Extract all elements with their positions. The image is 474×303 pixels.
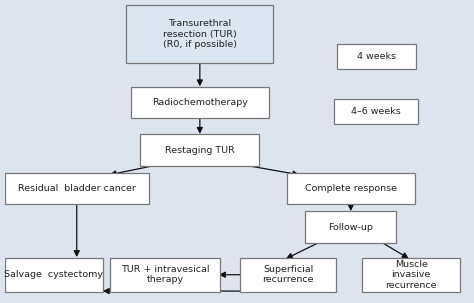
FancyBboxPatch shape [110, 258, 220, 292]
Text: Transurethral
resection (TUR)
(R0, if possible): Transurethral resection (TUR) (R0, if po… [163, 19, 237, 49]
FancyBboxPatch shape [5, 173, 149, 204]
FancyBboxPatch shape [334, 99, 419, 124]
FancyBboxPatch shape [5, 258, 102, 292]
Text: 4 weeks: 4 weeks [357, 52, 396, 61]
Text: Salvage  cystectomy: Salvage cystectomy [4, 270, 103, 279]
Text: Restaging TUR: Restaging TUR [165, 145, 235, 155]
FancyBboxPatch shape [305, 211, 396, 243]
Text: TUR + intravesical
therapy: TUR + intravesical therapy [121, 265, 209, 285]
Text: Muscle
invasive
recurrence: Muscle invasive recurrence [385, 260, 437, 290]
Text: 4–6 weeks: 4–6 weeks [352, 107, 401, 116]
FancyBboxPatch shape [362, 258, 460, 292]
Text: Complete response: Complete response [305, 184, 397, 193]
Text: Follow-up: Follow-up [328, 223, 373, 232]
FancyBboxPatch shape [240, 258, 336, 292]
FancyBboxPatch shape [287, 173, 415, 204]
FancyBboxPatch shape [127, 5, 273, 63]
Text: Superficial
recurrence: Superficial recurrence [262, 265, 314, 285]
Text: Residual  bladder cancer: Residual bladder cancer [18, 184, 136, 193]
Text: Radiochemotherapy: Radiochemotherapy [152, 98, 248, 107]
FancyBboxPatch shape [140, 134, 259, 166]
FancyBboxPatch shape [131, 87, 269, 118]
FancyBboxPatch shape [337, 44, 416, 69]
